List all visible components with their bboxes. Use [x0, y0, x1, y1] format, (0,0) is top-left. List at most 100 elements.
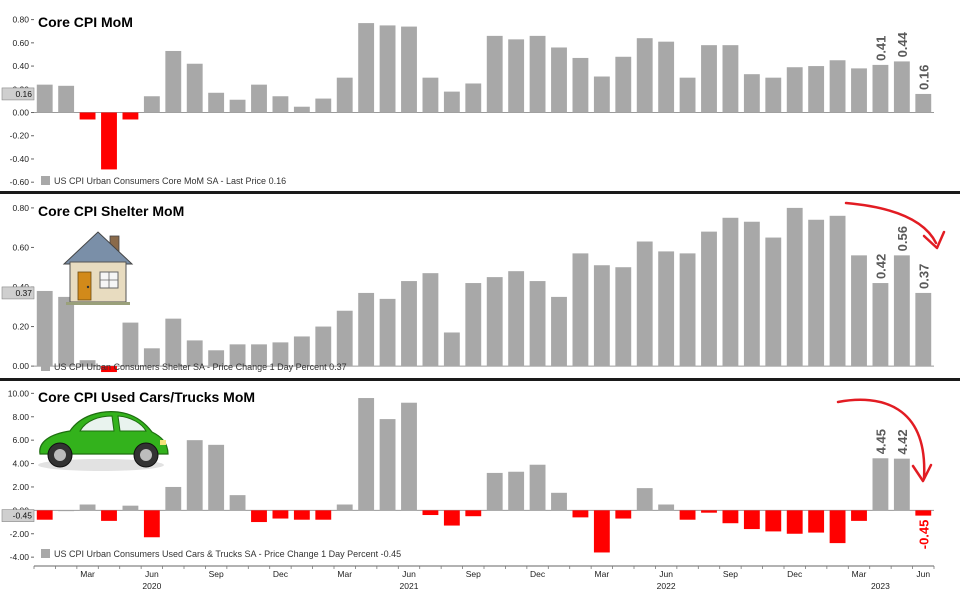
- x-tick-label: Jun: [402, 569, 416, 579]
- bar: [808, 66, 825, 113]
- bar: [915, 510, 932, 516]
- bar: [722, 510, 739, 524]
- bar: [529, 464, 546, 511]
- x-tick-label: Jun: [916, 569, 930, 579]
- bar: [293, 336, 310, 367]
- bar: [572, 253, 589, 367]
- bar: [358, 23, 375, 113]
- bar: [679, 77, 696, 113]
- bar: [272, 510, 289, 519]
- bar: [229, 99, 246, 113]
- bar: [251, 84, 267, 113]
- bar: [701, 45, 717, 113]
- x-year-label: 2023: [871, 581, 890, 591]
- data-label: 0.56: [895, 226, 910, 251]
- bar: [636, 38, 653, 113]
- bar: [808, 510, 825, 533]
- bar: [336, 310, 353, 367]
- bar: [636, 488, 653, 511]
- bar: [358, 292, 375, 367]
- bar: [808, 219, 825, 367]
- bar: [851, 255, 867, 367]
- x-tick-label: Dec: [787, 569, 803, 579]
- bar: [272, 342, 289, 367]
- bar: [122, 112, 139, 120]
- bar: [122, 505, 139, 511]
- legend-swatch: [41, 549, 50, 558]
- bar: [143, 510, 160, 538]
- y-tick-label: 6.00: [12, 435, 29, 445]
- panel-separator: [0, 378, 960, 381]
- bar: [551, 492, 567, 511]
- bar: [165, 318, 182, 367]
- x-axis: Mar Jun Sep Dec Mar Jun Sep Dec Mar Jun Sep Dec Mar J…: [33, 566, 935, 591]
- x-tick-label: Dec: [273, 569, 289, 579]
- bar: [101, 366, 117, 373]
- x-tick-label: Mar: [595, 569, 610, 579]
- x-tick-label: Jun: [145, 569, 159, 579]
- bar: [79, 360, 96, 367]
- chart-title: Core CPI MoM: [38, 14, 133, 30]
- y-tick-label: 0.20: [12, 322, 29, 332]
- last-value-label: -0.45: [13, 511, 33, 521]
- legend-label: US CPI Urban Consumers Shelter SA - Pric…: [54, 362, 347, 372]
- bar: [765, 237, 782, 367]
- chart-title: Core CPI Shelter MoM: [38, 203, 184, 219]
- bar: [165, 50, 182, 113]
- bar: [486, 277, 503, 367]
- bar: [186, 340, 203, 367]
- bar: [851, 68, 867, 113]
- bar: [272, 96, 289, 113]
- bar: [508, 39, 525, 113]
- x-year-label: 2020: [142, 581, 161, 591]
- x-tick-label: Dec: [530, 569, 546, 579]
- bar: [722, 45, 739, 113]
- bar: [401, 281, 417, 367]
- bar: [58, 510, 75, 512]
- last-value-box: [1, 87, 35, 101]
- x-tick-label: Jun: [659, 569, 673, 579]
- bar: [465, 283, 482, 367]
- bar: [165, 486, 182, 511]
- bar: [401, 26, 417, 113]
- y-tick-label: 10.00: [8, 388, 30, 398]
- bar: [143, 348, 160, 367]
- bar: [593, 76, 610, 113]
- annotation-arrow: [844, 201, 946, 250]
- bar: [293, 106, 310, 113]
- bar: [401, 402, 417, 511]
- bar: [829, 215, 846, 367]
- legend-swatch: [41, 362, 50, 371]
- bar: [58, 85, 75, 113]
- bar: [229, 495, 246, 511]
- x-tick-label: Sep: [466, 569, 481, 579]
- bar: [658, 504, 675, 511]
- bar: [615, 510, 632, 519]
- bar: [701, 510, 717, 513]
- x-tick-label: Mar: [337, 569, 352, 579]
- bar: [593, 265, 610, 367]
- bar: [101, 510, 117, 521]
- bar: [315, 98, 332, 113]
- bar: [465, 83, 482, 113]
- bar: [79, 504, 96, 511]
- bar: [679, 510, 696, 520]
- x-year-label: 2022: [657, 581, 676, 591]
- bar: [58, 296, 75, 367]
- bar: [379, 298, 396, 367]
- data-label: 0.41: [873, 36, 888, 61]
- bar: [186, 440, 203, 511]
- bar: [829, 510, 846, 544]
- y-tick-label: 0.00: [12, 361, 29, 371]
- bar: [593, 510, 610, 553]
- bar: [636, 241, 653, 367]
- legend-label: US CPI Urban Consumers Used Cars & Truck…: [54, 549, 401, 559]
- bar: [208, 92, 225, 113]
- bar: [701, 231, 717, 367]
- x-tick-label: Sep: [723, 569, 738, 579]
- bar: [143, 96, 160, 113]
- y-tick-label: -4.00: [10, 552, 30, 562]
- bar: [208, 350, 225, 367]
- panel-separator: [0, 191, 960, 194]
